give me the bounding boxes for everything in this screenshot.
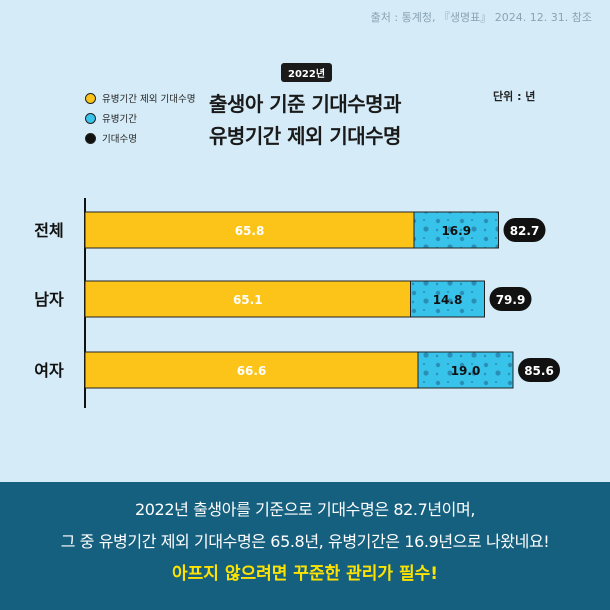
legend: 유병기간 제외 기대수명 유병기간 기대수명 xyxy=(85,88,195,148)
bar-illness xyxy=(413,211,499,249)
chart-title: 출생아 기준 기대수명과 유병기간 제외 기대수명 xyxy=(0,88,610,152)
legend-swatch-total xyxy=(85,132,96,144)
value-label-healthy: 65.8 xyxy=(235,224,265,238)
value-label-illness: 19.0 xyxy=(451,364,481,378)
legend-swatch-healthy xyxy=(85,92,96,104)
legend-item-total: 기대수명 xyxy=(85,128,195,148)
unit-label: 단위 : 년 xyxy=(493,90,536,103)
life-expectancy-bar-chart: 전체 65.8 16.9 82.7 남자 65.1 14.8 79.9 여자 66.6 19.0 85… xyxy=(34,198,560,408)
value-label-illness: 16.9 xyxy=(441,224,471,238)
footer-highlight: 아프지 않으려면 꾸준한 관리가 필수! xyxy=(171,564,439,584)
bar-group: 전체 65.8 16.9 82.7 남자 65.1 14.8 79.9 여자 66.6 19.0 85… xyxy=(34,211,560,389)
total-pill xyxy=(489,287,532,311)
total-value-label: 82.7 xyxy=(510,224,540,238)
total-value-label: 79.9 xyxy=(496,293,526,307)
chart-title-line1: 출생아 기준 기대수명과 xyxy=(209,92,401,116)
bar-healthy xyxy=(84,351,419,389)
footer-line2: 그 중 유병기간 제외 기대수명은 65.8년, 유병기간은 16.9년으로 나… xyxy=(60,532,550,551)
total-value-label: 85.6 xyxy=(524,364,554,378)
bar-illness xyxy=(417,351,514,389)
legend-item-healthy: 유병기간 제외 기대수명 xyxy=(85,88,195,108)
source-note: 출처 : 통계청, 『생명표』 2024. 12. 31. 참조 xyxy=(370,11,592,24)
chart-title-line2: 유병기간 제외 기대수명 xyxy=(209,124,401,148)
legend-label-healthy: 유병기간 제외 기대수명 xyxy=(102,94,196,105)
value-label-healthy: 66.6 xyxy=(237,364,267,378)
total-pill xyxy=(518,358,560,382)
legend-item-illness: 유병기간 xyxy=(85,108,195,128)
value-label-healthy: 65.1 xyxy=(233,293,263,307)
category-label: 여자 xyxy=(34,361,64,380)
bar-illness xyxy=(410,280,485,318)
legend-label-total: 기대수명 xyxy=(102,134,137,145)
value-label-illness: 14.8 xyxy=(433,293,463,307)
total-pill xyxy=(503,218,546,242)
footer-banner: 2022년 출생아를 기준으로 기대수명은 82.7년이며, 그 중 유병기간 … xyxy=(0,482,610,610)
footer-line1: 2022년 출생아를 기준으로 기대수명은 82.7년이며, xyxy=(134,500,475,519)
bar-healthy xyxy=(84,280,411,318)
legend-swatch-illness xyxy=(85,112,96,124)
category-label: 남자 xyxy=(34,290,64,309)
year-badge: 2022년 xyxy=(281,63,333,82)
legend-label-illness: 유병기간 xyxy=(102,114,137,125)
category-label: 전체 xyxy=(34,221,63,240)
